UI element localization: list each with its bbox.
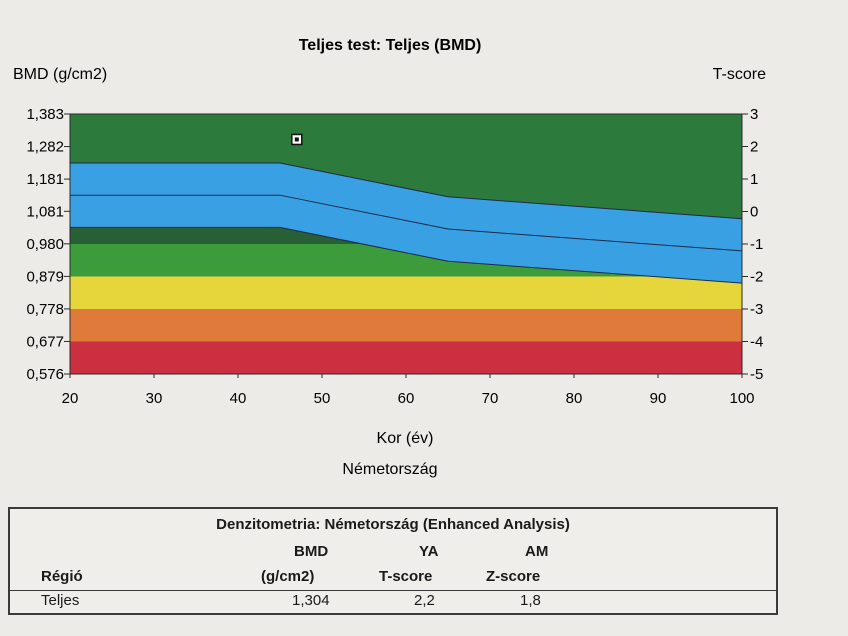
y-tick-right-label: -4: [750, 334, 763, 351]
table-title: Denzitometria: Németország (Enhanced Ana…: [216, 516, 570, 533]
densitometry-table: Denzitometria: Németország (Enhanced Ana…: [8, 507, 778, 615]
y-tick-right-label: 3: [750, 106, 758, 123]
x-tick-label: 20: [62, 390, 79, 407]
y-tick-right-label: 0: [750, 204, 758, 221]
reference-lower-line: [70, 226, 743, 284]
col-am-sub: Z-score: [486, 568, 541, 585]
y-tick-left-label: 1,383: [26, 106, 64, 123]
y-tick-right-label: -5: [750, 366, 763, 383]
reference-mean-line: [70, 194, 743, 252]
y-tick-left-label: 0,576: [26, 366, 64, 383]
y-tick-left-label: 0,677: [26, 333, 64, 350]
x-tick-label: 90: [650, 390, 667, 407]
y-tick-left-label: 1,282: [26, 139, 64, 156]
reference-upper-line: [70, 162, 743, 220]
y-tick-left-label: 1,181: [26, 171, 64, 188]
y-tick-right-label: -2: [750, 269, 763, 286]
y-ticks-left: 1,383 1,282 1,181 1,081 0,980 0,879 0,778 0,677…: [26, 106, 70, 383]
y-tick-left-label: 1,081: [26, 203, 64, 220]
band-severe: [70, 341, 742, 374]
x-axis-label: Kor (év): [377, 430, 434, 447]
x-ticks: 20 30 40 50 60 70 80 90 100: [62, 374, 755, 407]
y-axis-right-label: T-score: [713, 66, 766, 83]
x-tick-label: 50: [314, 390, 331, 407]
row-ya: 2,2: [414, 592, 435, 609]
table-divider: [10, 590, 776, 591]
chart-title: Teljes test: Teljes (BMD): [299, 37, 482, 54]
x-tick-label: 40: [230, 390, 247, 407]
y-tick-left-label: 0,980: [26, 236, 64, 253]
patient-point-group: [291, 133, 303, 146]
y-tick-left-label: 0,879: [26, 268, 64, 285]
col-bmd-header: BMD: [294, 543, 329, 560]
col-ya-header: YA: [419, 543, 439, 560]
y-ticks-right: 3 2 1 0 -1 -2 -3 -4 -5: [742, 106, 763, 383]
y-tick-right-label: 2: [750, 139, 758, 156]
y-axis-left-label: BMD (g/cm2): [13, 66, 107, 83]
col-bmd-unit: (g/cm2): [261, 568, 315, 585]
bmd-chart: Teljes test: Teljes (BMD) BMD (g/cm2) T-…: [13, 37, 766, 478]
band-osteopenia: [70, 276, 742, 309]
col-region-header: Régió: [41, 568, 83, 585]
x-tick-label: 100: [729, 390, 754, 407]
col-am-header: AM: [525, 543, 549, 560]
x-tick-label: 80: [566, 390, 583, 407]
row-bmd: 1,304: [292, 592, 330, 609]
row-am: 1,8: [520, 592, 541, 609]
patient-point-center: [294, 137, 299, 142]
y-tick-left-label: 0,778: [26, 301, 64, 318]
row-region: Teljes: [41, 592, 80, 609]
x-tick-label: 70: [482, 390, 499, 407]
y-tick-right-label: 1: [750, 171, 758, 188]
col-ya-sub: T-score: [379, 568, 433, 585]
y-tick-right-label: -1: [750, 236, 763, 253]
reference-curve: [70, 162, 743, 284]
reference-band: [70, 162, 742, 284]
chart-subtitle: Németország: [342, 461, 437, 478]
x-tick-label: 30: [146, 390, 163, 407]
band-osteoporosis: [70, 309, 742, 342]
y-tick-right-label: -3: [750, 301, 763, 318]
x-tick-label: 60: [398, 390, 415, 407]
